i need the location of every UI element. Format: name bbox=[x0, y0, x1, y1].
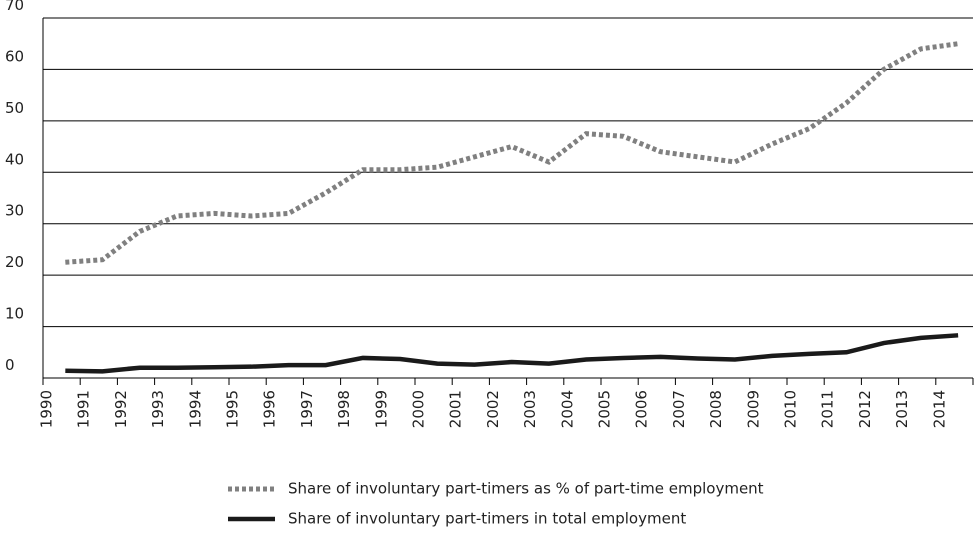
legend-label: Share of involuntary part-timers in tota… bbox=[288, 510, 686, 528]
x-tick-label: 2004 bbox=[558, 390, 576, 428]
y-tick-label: 70 bbox=[5, 0, 24, 14]
x-tick-label: 2010 bbox=[782, 390, 800, 428]
x-tick-label: 2003 bbox=[521, 390, 539, 428]
x-tick-label: 2002 bbox=[484, 390, 502, 428]
x-tick-label: 1998 bbox=[335, 390, 353, 428]
x-tick-label: 2005 bbox=[596, 390, 614, 428]
x-tick-label: 1995 bbox=[224, 390, 242, 428]
series-line bbox=[65, 333, 959, 374]
y-tick-label: 40 bbox=[5, 150, 24, 168]
y-tick-label: 30 bbox=[5, 202, 24, 220]
y-tick-label: 0 bbox=[5, 356, 15, 374]
x-tick-label: 2011 bbox=[819, 390, 837, 428]
y-tick-label: 10 bbox=[5, 305, 24, 323]
x-tick-label: 1992 bbox=[112, 390, 130, 428]
x-tick-label: 2000 bbox=[410, 390, 428, 428]
x-tick-label: 2007 bbox=[670, 390, 688, 428]
x-tick-label: 2006 bbox=[633, 390, 651, 428]
x-tick-label: 1999 bbox=[372, 390, 390, 428]
legend-label: Share of involuntary part-timers as % of… bbox=[288, 480, 764, 498]
x-tick-label: 2013 bbox=[893, 390, 911, 428]
x-tick-label: 2012 bbox=[856, 390, 874, 428]
x-tick-label: 2009 bbox=[744, 390, 762, 428]
x-tick-label: 1990 bbox=[38, 390, 56, 428]
x-tick-label: 1997 bbox=[298, 390, 316, 428]
y-tick-label: 50 bbox=[5, 99, 24, 117]
x-tick-label: 2008 bbox=[707, 390, 725, 428]
x-tick-label: 1994 bbox=[186, 390, 204, 428]
y-tick-label: 20 bbox=[5, 253, 24, 271]
x-tick-label: 2001 bbox=[447, 390, 465, 428]
x-tick-label: 1996 bbox=[261, 390, 279, 428]
y-tick-label: 60 bbox=[5, 47, 24, 65]
series-line bbox=[65, 41, 959, 265]
x-tick-label: 1993 bbox=[149, 390, 167, 428]
x-tick-label: 1991 bbox=[75, 390, 93, 428]
x-tick-label: 2014 bbox=[930, 390, 948, 428]
